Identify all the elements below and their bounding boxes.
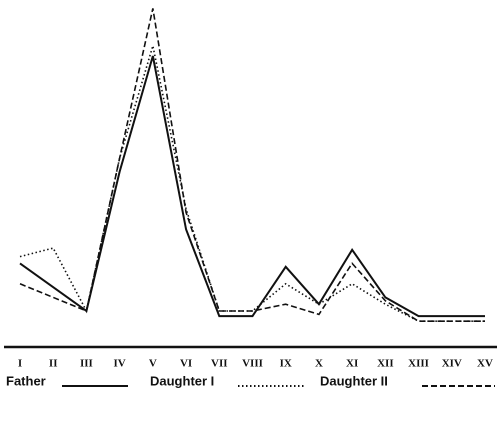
legend-label: Daughter I [150, 373, 214, 388]
series-line [19, 45, 485, 322]
x-tick-label: IV [114, 358, 126, 370]
legend-label: Father [6, 373, 46, 388]
x-tick-label: V [149, 358, 157, 370]
x-tick-label: VI [180, 358, 192, 370]
x-tick-label: XIV [442, 358, 462, 370]
x-tick-label: X [315, 358, 323, 370]
series-line [19, 55, 485, 318]
x-tick-label: IX [280, 358, 292, 370]
x-tick-label: VIII [242, 358, 263, 370]
x-tick-label: III [80, 358, 93, 370]
x-tick-label: XIII [408, 358, 429, 370]
x-tick-label: II [49, 358, 58, 370]
series-line [19, 8, 485, 322]
x-tick-label: I [18, 358, 22, 370]
x-tick-label: XII [377, 358, 394, 370]
x-tick-label: XI [346, 358, 358, 370]
legend-label: Daughter II [320, 373, 388, 388]
x-tick-label: XV [477, 358, 493, 370]
x-tick-label: VII [211, 358, 228, 370]
